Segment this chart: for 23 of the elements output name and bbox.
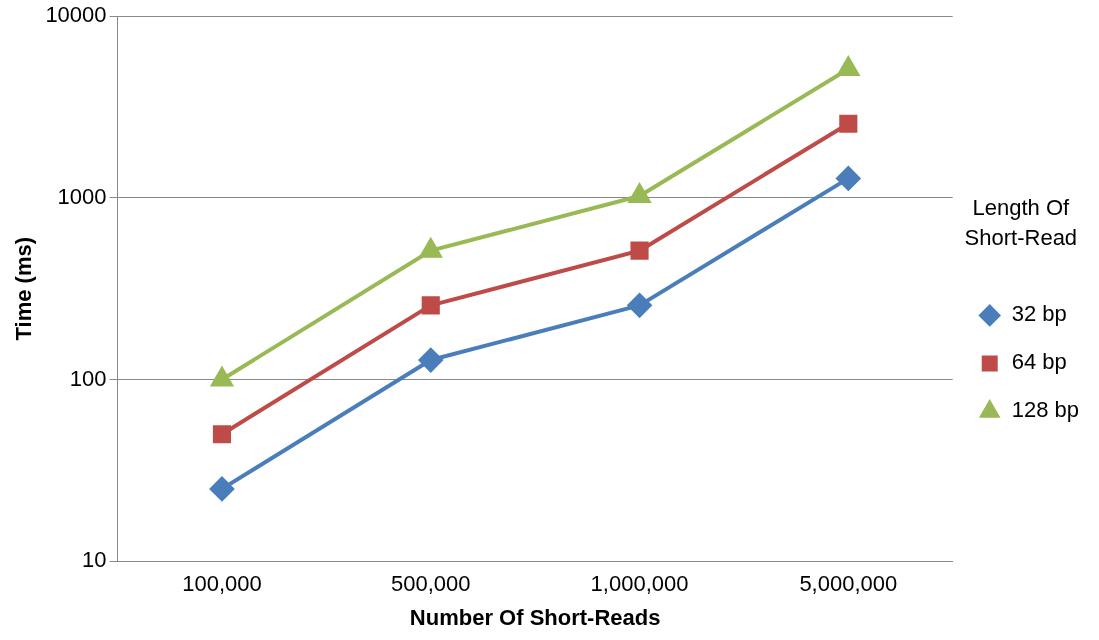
point	[839, 114, 858, 133]
y-tick-label: 10000	[45, 2, 107, 28]
y-axis-title: Time (ms)	[11, 236, 37, 341]
x-tick-label: 5,000,000	[799, 571, 898, 597]
y-tick-label: 1000	[57, 183, 107, 209]
x-tick-label: 100,000	[182, 571, 262, 597]
x-axis-title: Number Of Short-Reads	[409, 604, 661, 630]
y-tick-label: 10	[82, 547, 107, 573]
point	[627, 293, 652, 318]
point	[418, 348, 443, 373]
legend-label: 32 bp	[1011, 301, 1067, 327]
point	[630, 241, 649, 260]
y-tick-label: 100	[69, 365, 107, 391]
point	[837, 57, 859, 77]
legend-label: 64 bp	[1011, 349, 1067, 375]
point	[212, 425, 232, 444]
point	[209, 476, 234, 501]
x-tick-label: 500,000	[390, 571, 471, 597]
x-tick-label: 1,000,000	[590, 571, 689, 597]
point	[836, 166, 861, 191]
legend-label: 128 bp	[1011, 397, 1080, 423]
legend-title: Length Of Short-Read	[964, 194, 1078, 251]
point	[421, 296, 440, 315]
